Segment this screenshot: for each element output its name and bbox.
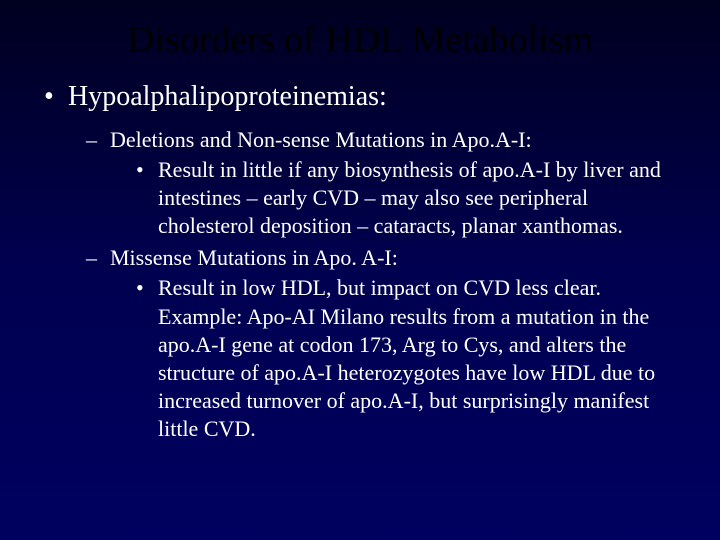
bullet-marker-l3: • <box>136 274 158 302</box>
bullet-level-1: • Hypoalphalipoproteinemias: <box>44 80 682 114</box>
bullet-level-3: • Result in low HDL, but impact on CVD l… <box>136 274 682 443</box>
bullet-text-l1: Hypoalphalipoproteinemias: <box>68 80 387 114</box>
bullet-marker-l2: – <box>86 244 110 272</box>
bullet-text-l2: Missense Mutations in Apo. A-I: <box>110 244 398 272</box>
bullet-level-2: – Deletions and Non-sense Mutations in A… <box>86 126 682 154</box>
bullet-marker-l3: • <box>136 156 158 184</box>
bullet-text-l3: Result in little if any biosynthesis of … <box>158 156 682 240</box>
bullet-text-l2: Deletions and Non-sense Mutations in Apo… <box>110 126 532 154</box>
slide-title: Disorders of HDL Metabolism <box>38 18 682 62</box>
bullet-marker-l1: • <box>44 80 68 114</box>
bullet-text-l3: Result in low HDL, but impact on CVD les… <box>158 274 682 443</box>
slide: Disorders of HDL Metabolism • Hypoalphal… <box>0 0 720 540</box>
bullet-level-3: • Result in little if any biosynthesis o… <box>136 156 682 240</box>
bullet-marker-l2: – <box>86 126 110 154</box>
bullet-level-2: – Missense Mutations in Apo. A-I: <box>86 244 682 272</box>
